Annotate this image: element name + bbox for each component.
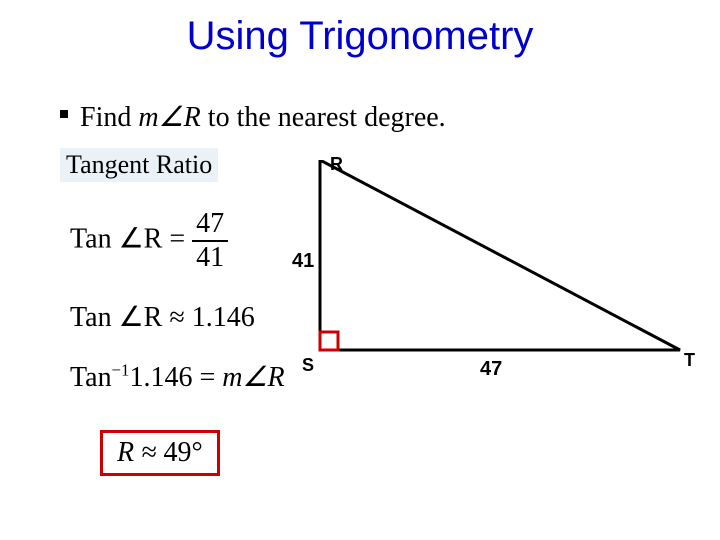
problem-suffix: to the nearest degree. bbox=[201, 102, 446, 133]
vertex-r-label: R bbox=[330, 154, 343, 175]
slide-title: Using Trigonometry bbox=[0, 14, 720, 59]
side-rs-label: 41 bbox=[292, 250, 314, 273]
triangle-shape bbox=[320, 160, 680, 350]
eq2-lhs: Tan ∠R bbox=[70, 302, 162, 333]
eq1-numerator: 47 bbox=[192, 210, 228, 242]
eq3-rhs: m∠R bbox=[222, 362, 284, 393]
answer-op: ≈ bbox=[141, 437, 156, 468]
vertex-s-label: S bbox=[302, 355, 314, 376]
problem-var: m∠R bbox=[138, 102, 200, 133]
problem-prefix: Find bbox=[80, 102, 138, 133]
equation-1: Tan ∠R = 47 41 bbox=[70, 210, 228, 272]
eq2-op: ≈ bbox=[169, 302, 184, 333]
eq2-rhs: 1.146 bbox=[192, 302, 255, 333]
equation-3: Tan−11.146 = m∠R bbox=[70, 360, 285, 394]
triangle-diagram: R S T 41 47 bbox=[300, 160, 700, 400]
eq1-fraction: 47 41 bbox=[192, 210, 228, 272]
answer-box: R ≈ 49° bbox=[100, 430, 220, 476]
eq3-lhs: Tan−11.146 bbox=[70, 362, 199, 393]
answer-var: R bbox=[117, 437, 134, 468]
eq1-denominator: 41 bbox=[192, 242, 228, 272]
side-st-label: 47 bbox=[480, 358, 502, 381]
eq1-lhs: Tan ∠R bbox=[70, 223, 162, 254]
bullet-icon bbox=[60, 110, 68, 118]
equation-2: Tan ∠R ≈ 1.146 bbox=[70, 300, 255, 334]
right-angle-icon bbox=[320, 332, 338, 350]
problem-statement: Find m∠R to the nearest degree. bbox=[80, 100, 446, 134]
method-label: Tangent Ratio bbox=[60, 148, 218, 182]
vertex-t-label: T bbox=[684, 350, 695, 371]
answer-val: 49° bbox=[163, 437, 202, 468]
